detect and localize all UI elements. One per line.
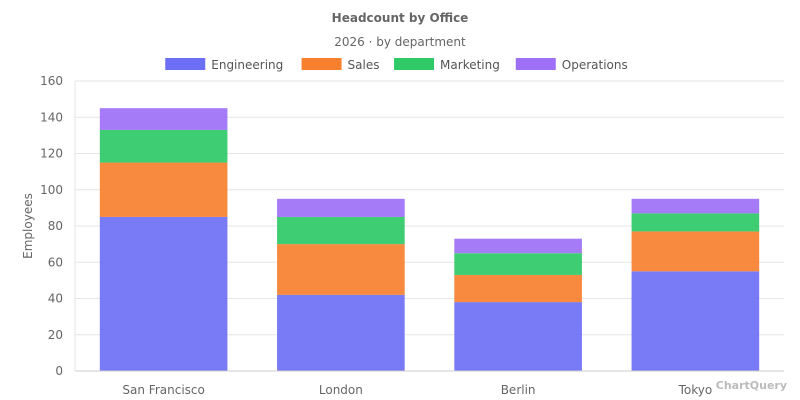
- x-tick-label: San Francisco: [122, 383, 204, 397]
- y-tick-label: 140: [40, 110, 63, 124]
- y-tick-label: 0: [55, 364, 63, 378]
- legend-swatch-engineering[interactable]: [165, 58, 206, 70]
- bar-engineering-london[interactable]: [277, 294, 405, 371]
- watermark: ChartQuery: [716, 379, 787, 392]
- bar-engineering-tokyo[interactable]: [631, 271, 760, 371]
- y-tick-label: 100: [40, 183, 63, 197]
- bar-marketing-san-francisco[interactable]: [99, 129, 228, 163]
- legend-swatch-marketing[interactable]: [394, 58, 435, 70]
- y-axis-ticks: 0 20 40 60 80 100 120 140 160: [40, 74, 63, 378]
- legend-swatch-operations[interactable]: [515, 58, 556, 70]
- chart-subtitle: 2026 · by department: [334, 35, 466, 49]
- legend-swatch-sales[interactable]: [301, 58, 342, 70]
- y-tick-label: 80: [48, 219, 63, 233]
- bar-engineering-berlin[interactable]: [454, 302, 582, 371]
- bar-operations-san-francisco[interactable]: [99, 108, 228, 130]
- y-tick-label: 20: [48, 328, 63, 342]
- x-tick-label: Berlin: [501, 383, 536, 397]
- bar-marketing-berlin[interactable]: [454, 253, 582, 275]
- legend-label-operations[interactable]: Operations: [562, 58, 628, 72]
- bar-operations-berlin[interactable]: [454, 238, 582, 254]
- legend-label-sales[interactable]: Sales: [348, 58, 380, 72]
- legend-label-marketing[interactable]: Marketing: [440, 58, 500, 72]
- x-tick-label: Tokyo: [678, 383, 713, 397]
- x-tick-label: London: [319, 383, 363, 397]
- bar-operations-london[interactable]: [277, 198, 405, 217]
- bar-operations-tokyo[interactable]: [631, 198, 760, 214]
- bar-sales-san-francisco[interactable]: [99, 162, 228, 217]
- x-axis-ticks: San Francisco London Berlin Tokyo: [122, 383, 712, 397]
- bar-sales-tokyo[interactable]: [631, 231, 760, 272]
- bar-sales-berlin[interactable]: [454, 274, 582, 303]
- legend-label-engineering[interactable]: Engineering: [211, 58, 283, 72]
- y-axis-title: Employees: [21, 193, 35, 259]
- chart-title: Headcount by Office: [332, 11, 469, 25]
- bar-sales-london[interactable]: [277, 244, 405, 295]
- y-tick-label: 160: [40, 74, 63, 88]
- bar-marketing-tokyo[interactable]: [631, 213, 760, 232]
- y-tick-label: 120: [40, 147, 63, 161]
- bar-engineering-san-francisco[interactable]: [99, 216, 228, 371]
- bar-marketing-london[interactable]: [277, 216, 405, 245]
- y-tick-label: 60: [48, 255, 63, 269]
- bar-stacks: [99, 108, 760, 371]
- legend: Engineering Sales Marketing Operations: [165, 58, 628, 72]
- y-tick-label: 40: [48, 292, 63, 306]
